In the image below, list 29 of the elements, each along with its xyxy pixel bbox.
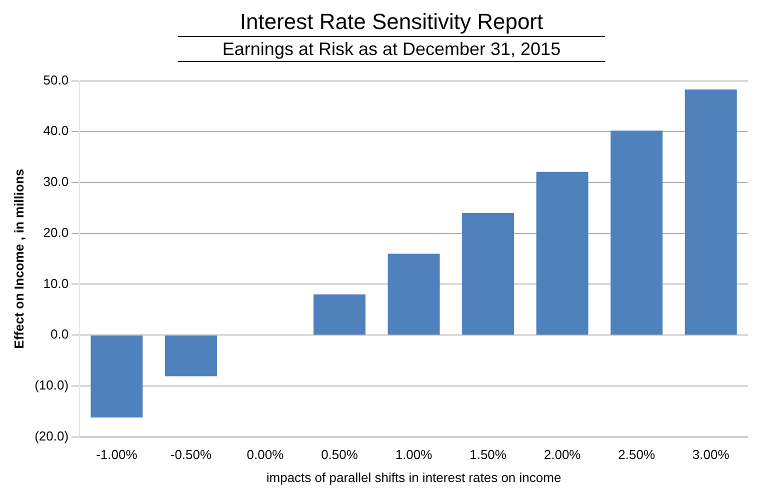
x-tick-label: -1.00%: [96, 447, 138, 462]
bar: [462, 213, 514, 335]
x-tick-label: 0.50%: [321, 447, 358, 462]
y-tick-label: (20.0): [34, 428, 69, 444]
x-tick-label: 2.00%: [544, 447, 582, 462]
y-tick-label: 30.0: [43, 174, 69, 190]
x-tick-label: 3.00%: [692, 447, 730, 462]
bar: [90, 336, 143, 418]
y-tick-label: 20.0: [43, 224, 69, 240]
x-tick-label: -0.50%: [170, 447, 212, 462]
x-axis-title: impacts of parallel shifts in interest rates on income: [266, 470, 562, 485]
bar: [388, 254, 440, 335]
x-tick-label: 1.50%: [470, 447, 507, 462]
chart-title: Interest Rate Sensitivity Report: [238, 8, 544, 36]
bar: [684, 89, 737, 335]
chart-subtitle: Earnings at Risk as at December 31, 2015: [178, 36, 605, 62]
y-tick-label: (10.0): [34, 378, 69, 393]
x-tick-label: 1.00%: [395, 447, 433, 462]
bar: [536, 172, 588, 335]
y-tick-label: 10.0: [43, 276, 69, 291]
x-tick-label: 0.00%: [246, 447, 284, 462]
y-axis-title: Effect on Income , in millions: [11, 168, 26, 349]
y-tick-label: 50.0: [43, 72, 69, 88]
y-tick-label: 40.0: [43, 123, 69, 138]
y-tick-label: 0.0: [50, 326, 69, 342]
bar: [610, 130, 663, 335]
x-tick-label: 2.50%: [618, 447, 656, 462]
bar: [314, 294, 366, 335]
bar: [164, 336, 217, 376]
